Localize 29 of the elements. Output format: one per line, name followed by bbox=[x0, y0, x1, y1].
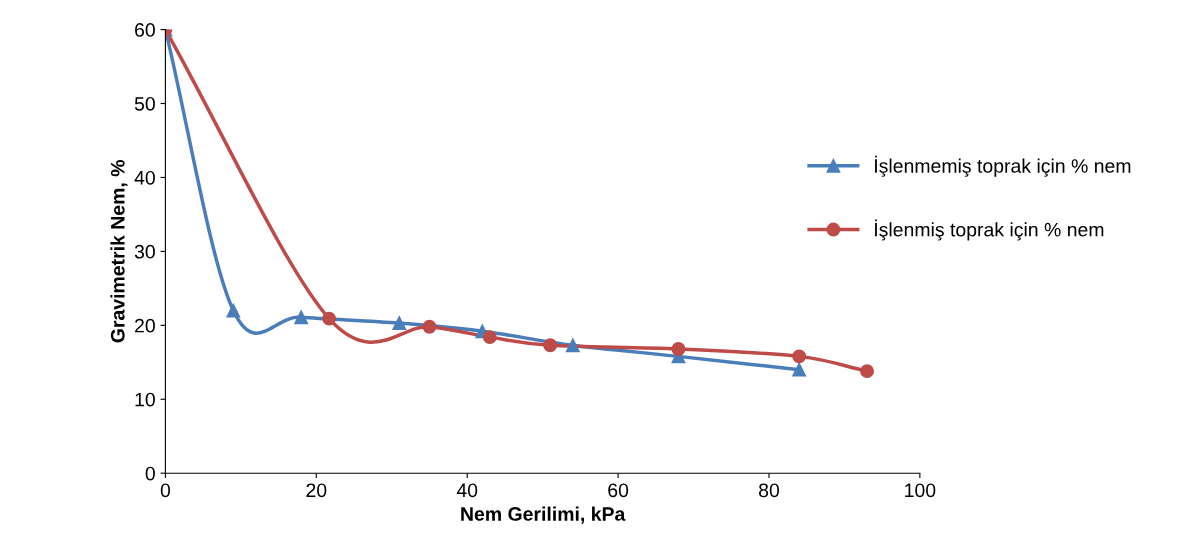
x-tick-label: 20 bbox=[306, 483, 327, 498]
point bbox=[671, 342, 686, 356]
point bbox=[422, 319, 437, 334]
x-tick-label: 40 bbox=[456, 483, 478, 498]
y-tick-label: 40 bbox=[134, 170, 155, 185]
point bbox=[482, 330, 497, 345]
y-tick-label: 30 bbox=[134, 244, 155, 259]
point bbox=[792, 349, 807, 364]
point bbox=[565, 338, 580, 353]
point bbox=[860, 364, 875, 379]
point bbox=[226, 303, 241, 318]
x-tick-label: 60 bbox=[608, 483, 629, 498]
y-tick-label: 0 bbox=[145, 466, 155, 481]
y-tick-label: 50 bbox=[134, 96, 155, 111]
point bbox=[322, 311, 337, 326]
point bbox=[392, 316, 407, 331]
y-tick-label: 20 bbox=[135, 318, 155, 333]
legend-label: İşlenmiş toprak için % nem bbox=[875, 219, 1104, 241]
point bbox=[543, 338, 558, 353]
legend-label: İşlenmemiş toprak için % nem bbox=[875, 155, 1131, 177]
y-tick-label: 60 bbox=[135, 23, 155, 37]
y-tick-label: 10 bbox=[135, 392, 155, 407]
x-tick-label: 100 bbox=[905, 483, 936, 498]
x-tick-label: 80 bbox=[759, 483, 780, 498]
y-axis-title: Gravimetrik Nem, % bbox=[110, 160, 128, 343]
x-tick-label: 0 bbox=[160, 483, 171, 498]
point bbox=[294, 310, 309, 325]
x-axis-title: Nem Gerilimi, kPa bbox=[461, 506, 626, 524]
point bbox=[792, 362, 807, 377]
